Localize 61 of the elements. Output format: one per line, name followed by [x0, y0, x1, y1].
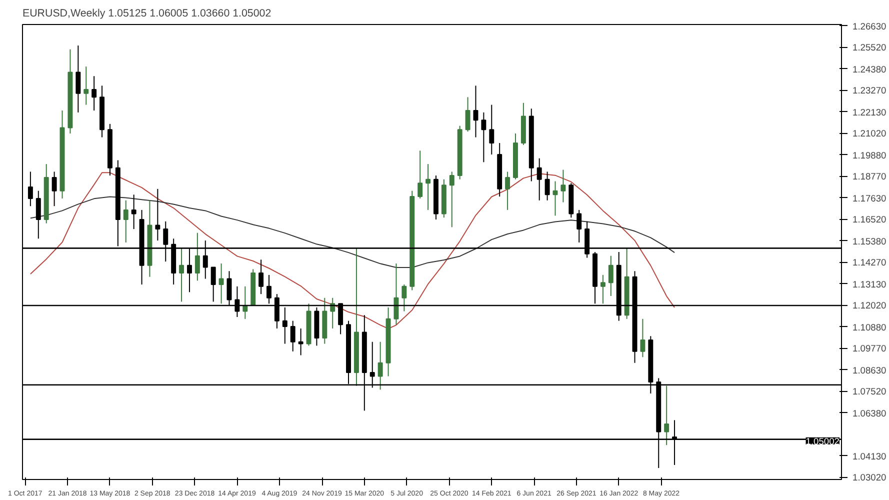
candlestick	[426, 164, 431, 210]
y-tick-label: 1.09770	[852, 344, 886, 354]
candlestick	[28, 171, 33, 207]
y-tick-label: 1.26630	[852, 21, 886, 32]
candlestick	[92, 76, 97, 112]
candlestick	[481, 112, 486, 163]
chart-title: EURUSD,Weekly 1.05125 1.06005 1.03660 1.05002	[22, 8, 272, 20]
y-tick-label: 1.21020	[852, 128, 886, 139]
candlestick	[36, 190, 41, 240]
candlestick	[608, 255, 614, 296]
candlestick	[505, 171, 510, 210]
candlestick	[84, 66, 89, 106]
y-tick-label: 1.17630	[852, 193, 886, 204]
y-tick-label: 1.22130	[852, 107, 886, 118]
candlestick	[155, 188, 160, 242]
candlestick	[194, 232, 200, 282]
candlestick	[536, 158, 542, 201]
y-tick-label: 1.04130	[852, 451, 886, 462]
y-tick-label: 1.16520	[852, 214, 886, 225]
candlestick	[52, 171, 57, 207]
candlestick	[449, 171, 454, 228]
candlestick	[640, 318, 646, 358]
y-tick-label: 1.08630	[852, 365, 886, 376]
y-tick-label: 1.06380	[852, 408, 886, 418]
y-tick-label: 1.12020	[852, 300, 886, 311]
ref-line-label: 1.05002	[806, 436, 840, 446]
y-tick-label: 1.23270	[852, 86, 886, 96]
candlestick	[258, 259, 264, 295]
candlestick	[242, 286, 248, 320]
candlestick	[76, 45, 81, 113]
candlestick	[298, 328, 304, 356]
y-tick-label: 1.25520	[852, 42, 886, 53]
candlestick	[600, 274, 606, 304]
line-series	[30, 196, 676, 268]
y-tick-label: 1.07520	[852, 386, 886, 397]
candlestick	[131, 194, 136, 230]
y-tick-label: 1.10880	[852, 322, 886, 332]
candlestick	[560, 169, 566, 203]
candlestick	[378, 341, 383, 390]
y-tick-label: 1.14270	[852, 258, 886, 268]
candlestick	[664, 385, 670, 446]
y-tick-label: 1.03020	[852, 472, 886, 483]
candlestick	[330, 297, 336, 329]
candlestick	[544, 171, 550, 201]
candlestick	[402, 284, 407, 312]
candlestick	[418, 150, 423, 199]
candlestick	[290, 320, 296, 352]
y-tick-label: 1.15380	[852, 236, 886, 246]
candlestick	[394, 262, 399, 326]
candlestick	[473, 85, 478, 138]
candlestick	[465, 96, 470, 132]
y-tick-label: 1.18770	[852, 172, 886, 182]
candlestick	[218, 262, 224, 304]
candlestick	[210, 266, 216, 302]
candlestick	[489, 104, 494, 155]
y-tick-label: 1.13130	[852, 279, 886, 290]
candlestick	[576, 209, 582, 243]
y-tick-label: 1.19880	[852, 150, 886, 160]
candlestick	[123, 200, 128, 243]
y-tick-label: 1.24380	[852, 64, 886, 74]
candlestick	[179, 248, 184, 302]
